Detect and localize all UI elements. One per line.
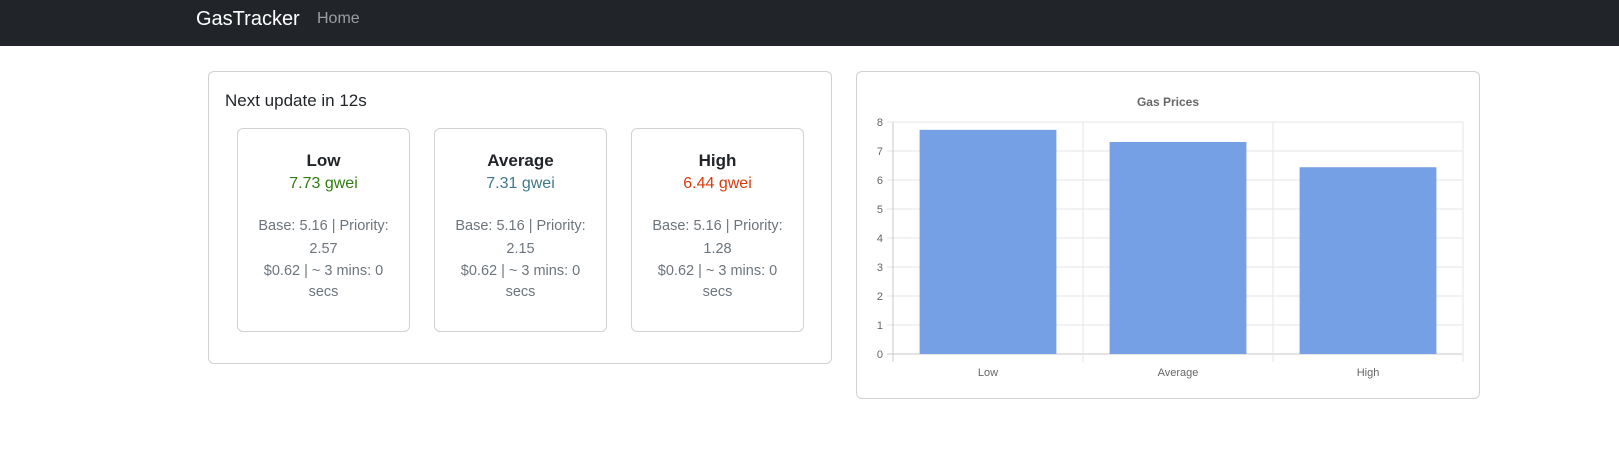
tier-detail: Base: 5.16 | Priority: 1.28 (652, 218, 783, 257)
x-tick-label: Average (1158, 367, 1199, 379)
tier-cost: $0.62 | ~ 3 mins: 0 secs (460, 263, 581, 300)
y-tick-label: 2 (877, 291, 883, 303)
y-tick-label: 0 (877, 349, 883, 361)
chart-title: Gas Prices (1137, 95, 1199, 109)
chart-labels: 0 1 2 3 4 5 6 7 8 Low Average High (877, 117, 1379, 379)
tier-name: Average (487, 151, 554, 170)
x-tick-label: High (1357, 367, 1380, 379)
tier-name: High (698, 151, 737, 170)
gas-prices-chart: Gas Prices 0 1 2 3 4 5 6 7 8 Low Average High (877, 95, 1464, 379)
bar-high (1299, 167, 1437, 354)
x-tick-label: Low (978, 367, 998, 379)
tier-card-high: High 6.44 gwei Base: 5.16 | Priority: 1.… (631, 128, 804, 332)
tier-price: 7.31 gwei (486, 175, 555, 192)
y-tick-label: 7 (877, 146, 883, 158)
y-tick-label: 1 (877, 320, 883, 332)
gas-summary-panel: Next update in 12s Low 7.73 gwei Base: 5… (208, 71, 832, 364)
tier-detail: Base: 5.16 | Priority: 2.57 (258, 218, 389, 257)
tier-cost: $0.62 | ~ 3 mins: 0 secs (657, 263, 778, 300)
tier-cost: $0.62 | ~ 3 mins: 0 secs (263, 263, 384, 300)
tier-name: Low (306, 151, 341, 170)
y-tick-label: 4 (877, 233, 883, 245)
tier-detail: Base: 5.16 | Priority: 2.15 (455, 218, 586, 257)
tier-price: 7.73 gwei (289, 175, 358, 192)
gas-chart-panel: Gas Prices 0 1 2 3 4 5 6 7 8 Low Average High (856, 71, 1480, 399)
bar-average (1109, 142, 1247, 354)
y-tick-label: 8 (877, 117, 883, 129)
y-tick-label: 5 (877, 204, 883, 216)
navbar: GasTracker Home (0, 0, 1619, 46)
nav-link-home[interactable]: Home (317, 10, 360, 27)
next-update-text: Next update in 12s (225, 91, 367, 110)
y-tick-label: 6 (877, 175, 883, 187)
tier-card-low: Low 7.73 gwei Base: 5.16 | Priority: 2.5… (237, 128, 410, 332)
bar-low (919, 129, 1057, 354)
tier-card-average: Average 7.31 gwei Base: 5.16 | Priority:… (434, 128, 607, 332)
tier-price: 6.44 gwei (683, 175, 752, 192)
brand-link[interactable]: GasTracker (196, 8, 300, 30)
chart-bars (919, 129, 1437, 354)
y-tick-label: 3 (877, 262, 883, 274)
